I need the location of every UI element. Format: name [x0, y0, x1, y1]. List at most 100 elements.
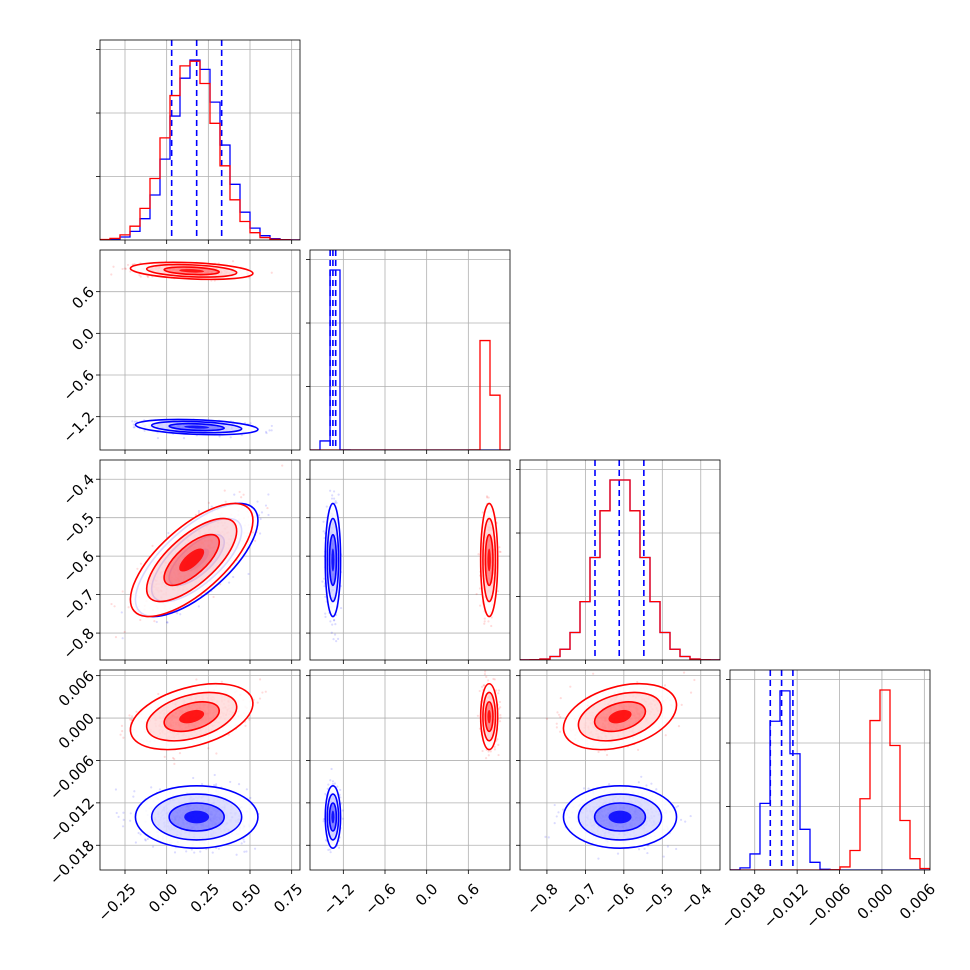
sample-point [324, 612, 327, 615]
sample-point [131, 420, 134, 423]
sample-point [197, 512, 201, 515]
sample-point [321, 580, 324, 583]
sample-point [223, 489, 226, 492]
sample-point [151, 845, 155, 848]
sample-point [249, 796, 252, 800]
sample-point [122, 811, 125, 814]
sample-point [487, 620, 490, 623]
panel-plot-area [310, 460, 510, 660]
sample-point [217, 847, 220, 850]
sample-point [258, 532, 262, 535]
panel-frame [99, 39, 301, 241]
sample-point [490, 616, 493, 619]
sample-point [113, 605, 116, 608]
sample-point [127, 606, 130, 609]
sample-point [329, 489, 332, 492]
sample-point [333, 633, 337, 636]
y-tick-label: 0.0 [68, 325, 98, 355]
sample-point [156, 437, 160, 440]
sample-point [235, 853, 238, 856]
sample-point [155, 620, 158, 624]
sample-point [229, 436, 232, 439]
sample-point [332, 497, 336, 500]
sample-point [249, 422, 252, 425]
sample-point [133, 420, 137, 423]
density-core [487, 548, 491, 572]
sample-point [110, 602, 113, 606]
sample-point [334, 500, 337, 503]
sample-point [139, 618, 142, 622]
sample-point [498, 546, 501, 549]
sample-point [139, 275, 142, 278]
sample-point [251, 531, 255, 534]
sample-point [331, 494, 334, 497]
panel-plot-area [100, 250, 300, 450]
sample-point [336, 637, 340, 640]
sample-point [166, 621, 169, 624]
panel-plot-area [100, 460, 300, 660]
sample-point [240, 842, 243, 845]
sample-point [270, 271, 273, 274]
sample-point [213, 773, 216, 777]
sample-point [123, 267, 126, 270]
sample-point [477, 553, 480, 556]
density-core [184, 425, 210, 429]
sample-point [334, 501, 337, 505]
sample-point [238, 490, 241, 494]
sample-point [243, 840, 246, 843]
sample-point [334, 623, 337, 626]
sample-point [259, 517, 262, 521]
sample-point [218, 435, 221, 438]
sample-point [240, 496, 243, 499]
sample-point [146, 276, 150, 279]
sample-point [479, 604, 482, 607]
sample-point [243, 850, 246, 853]
panel-2-0: −0.8−0.7−0.6−0.5−0.4 [60, 459, 301, 664]
sample-point [498, 550, 501, 553]
sample-point [124, 267, 128, 270]
sample-point [337, 493, 340, 496]
sample-point [335, 501, 338, 504]
sample-point [266, 506, 269, 510]
sample-point [499, 550, 502, 554]
sample-point [255, 530, 258, 534]
sample-point [197, 605, 200, 608]
y-tick-label: −0.6 [60, 366, 98, 404]
sample-point [136, 567, 139, 570]
sample-point [192, 776, 195, 780]
sample-point [126, 263, 130, 267]
sample-point [270, 429, 273, 432]
sample-point [483, 622, 486, 625]
sample-point [257, 514, 261, 517]
sample-point [267, 513, 270, 517]
panel-1-1 [306, 249, 511, 454]
sample-point [199, 850, 202, 853]
sample-point [329, 620, 332, 623]
sample-point [324, 595, 327, 598]
sample-point [219, 583, 222, 586]
sample-point [212, 595, 215, 599]
sample-point [256, 500, 259, 503]
sample-point [165, 621, 169, 624]
sample-point [260, 511, 264, 514]
sample-point [332, 638, 335, 641]
sample-point [117, 815, 120, 818]
sample-point [135, 420, 138, 423]
sample-point [486, 496, 489, 499]
sample-point [331, 623, 334, 626]
sample-point [132, 795, 135, 798]
sample-point [110, 273, 113, 276]
sample-point [247, 572, 250, 576]
y-tick-label: −0.8 [60, 624, 98, 662]
y-tick-label: −0.6 [60, 547, 98, 585]
panel-plot-area [100, 670, 300, 870]
sample-point [242, 838, 245, 841]
sample-point [151, 544, 154, 548]
sample-point [483, 617, 486, 620]
sample-point [137, 831, 140, 835]
sample-point [132, 423, 135, 426]
sample-point [496, 590, 500, 593]
sample-point [242, 493, 245, 496]
panel-plot-area [520, 460, 720, 660]
density-core [179, 548, 205, 572]
